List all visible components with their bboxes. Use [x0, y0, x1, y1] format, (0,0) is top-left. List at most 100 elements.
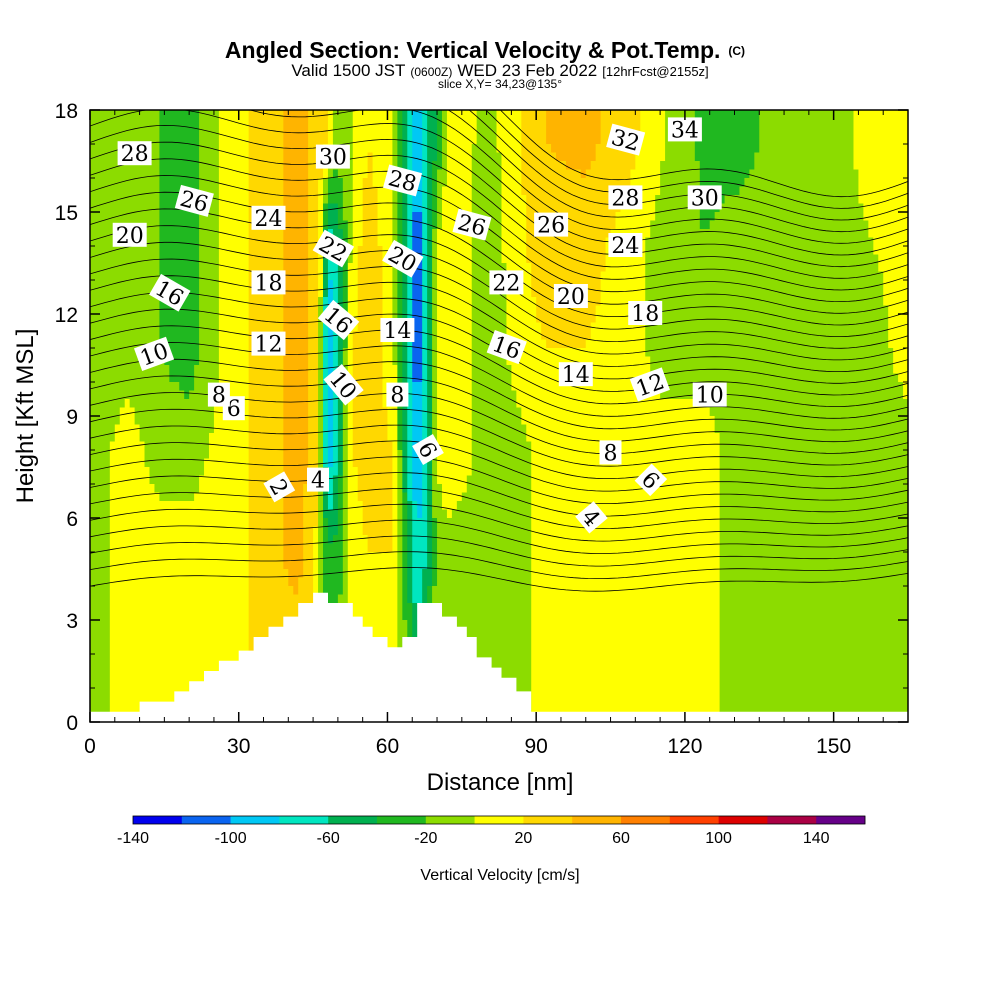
- velocity-cell: [199, 348, 205, 358]
- velocity-cell: [501, 161, 508, 171]
- velocity-cell: [327, 339, 334, 349]
- velocity-cell: [119, 203, 126, 213]
- velocity-cell: [605, 297, 612, 307]
- velocity-cell: [377, 314, 384, 324]
- velocity-cell: [560, 144, 567, 154]
- velocity-cell: [521, 263, 527, 273]
- velocity-cell: [863, 254, 869, 264]
- velocity-cell: [610, 220, 617, 230]
- velocity-cell: [521, 118, 527, 128]
- velocity-cell: [655, 186, 661, 196]
- velocity-cell: [204, 118, 210, 128]
- velocity-cell: [798, 288, 805, 298]
- velocity-cell: [327, 127, 334, 137]
- velocity-cell: [273, 237, 279, 247]
- velocity-cell: [332, 288, 339, 298]
- velocity-cell: [764, 280, 770, 290]
- velocity-cell: [660, 203, 666, 213]
- velocity-cell: [689, 297, 696, 307]
- velocity-cell: [342, 297, 349, 307]
- velocity-cell: [451, 314, 458, 324]
- velocity-cell: [179, 365, 185, 375]
- velocity-cell: [734, 322, 741, 332]
- velocity-cell: [684, 186, 691, 196]
- velocity-cell: [347, 288, 354, 298]
- velocity-cell: [709, 237, 716, 247]
- velocity-cell: [689, 246, 696, 256]
- velocity-cell: [798, 203, 805, 213]
- velocity-cell: [650, 203, 656, 213]
- velocity-cell: [665, 263, 671, 273]
- velocity-cell: [124, 263, 131, 273]
- velocity-cell: [784, 271, 790, 281]
- velocity-cell: [327, 331, 334, 341]
- velocity-cell: [149, 314, 156, 324]
- velocity-cell: [174, 161, 180, 171]
- velocity-cell: [541, 118, 547, 128]
- velocity-cell: [372, 305, 379, 315]
- velocity-cell: [605, 322, 612, 332]
- velocity-cell: [90, 195, 96, 205]
- velocity-cell: [679, 356, 686, 366]
- velocity-cell: [853, 271, 860, 281]
- velocity-cell: [109, 297, 116, 307]
- velocity-cell: [838, 246, 845, 256]
- velocity-cell: [823, 220, 830, 230]
- velocity-cell: [437, 331, 443, 341]
- velocity-cell: [803, 118, 810, 128]
- velocity-cell: [323, 203, 329, 213]
- velocity-cell: [109, 152, 116, 162]
- velocity-cell: [883, 212, 889, 222]
- velocity-cell: [784, 203, 790, 213]
- velocity-cell: [278, 246, 284, 256]
- velocity-cell: [744, 229, 750, 239]
- velocity-cell: [536, 246, 542, 256]
- velocity-cell: [526, 178, 532, 188]
- velocity-cell: [169, 110, 175, 120]
- velocity-cell: [570, 118, 577, 128]
- velocity-cell: [446, 169, 453, 179]
- velocity-cell: [575, 144, 582, 154]
- velocity-cell: [402, 348, 408, 358]
- velocity-cell: [90, 305, 96, 315]
- velocity-cell: [898, 212, 904, 222]
- velocity-cell: [506, 178, 512, 188]
- velocity-cell: [288, 203, 294, 213]
- velocity-cell: [99, 169, 106, 179]
- velocity-cell: [189, 348, 195, 358]
- velocity-cell: [536, 254, 542, 264]
- velocity-cell: [853, 314, 860, 324]
- velocity-cell: [213, 288, 220, 298]
- velocity-cell: [387, 263, 394, 273]
- velocity-cell: [729, 237, 736, 247]
- velocity-cell: [565, 263, 572, 273]
- velocity-cell: [263, 178, 270, 188]
- velocity-cell: [204, 127, 210, 137]
- velocity-cell: [784, 135, 790, 145]
- velocity-cell: [724, 288, 731, 298]
- velocity-cell: [402, 356, 408, 366]
- velocity-cell: [754, 229, 760, 239]
- velocity-cell: [665, 297, 671, 307]
- velocity-cell: [888, 178, 894, 188]
- velocity-cell: [774, 305, 780, 315]
- velocity-cell: [427, 144, 433, 154]
- velocity-cell: [744, 220, 750, 230]
- velocity-cell: [397, 220, 403, 230]
- velocity-cell: [199, 212, 205, 222]
- velocity-cell: [104, 144, 111, 154]
- velocity-cell: [660, 263, 666, 273]
- velocity-cell: [90, 263, 96, 273]
- velocity-cell: [585, 348, 592, 358]
- velocity-cell: [784, 322, 790, 332]
- velocity-cell: [848, 144, 855, 154]
- velocity-cell: [833, 339, 840, 349]
- velocity-cell: [357, 229, 364, 239]
- velocity-cell: [362, 288, 369, 298]
- velocity-cell: [441, 314, 448, 324]
- velocity-cell: [863, 297, 869, 307]
- velocity-cell: [898, 144, 904, 154]
- velocity-cell: [204, 356, 210, 366]
- velocity-cell: [199, 220, 205, 230]
- velocity-cell: [337, 280, 344, 290]
